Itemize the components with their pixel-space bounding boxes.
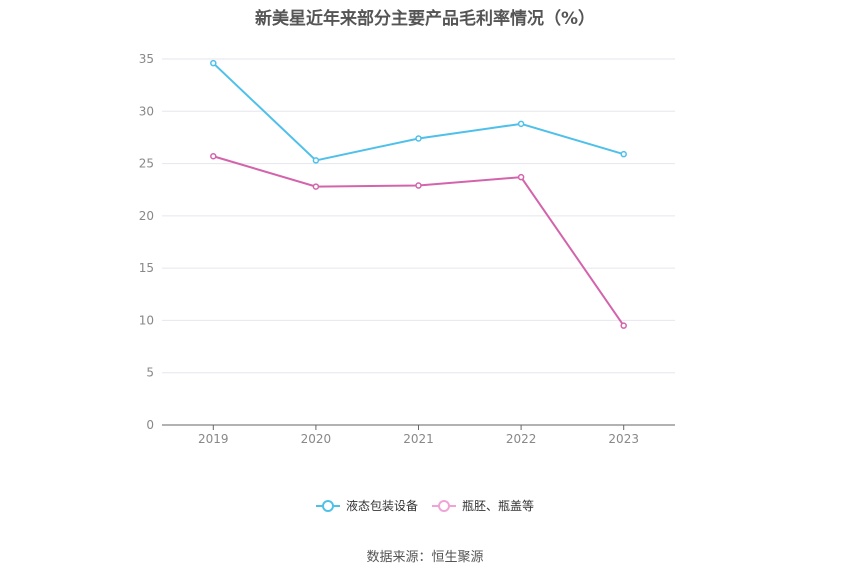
x-tick-label: 2021 bbox=[403, 432, 434, 446]
series-line-0 bbox=[212, 62, 624, 162]
y-tick-label: 5 bbox=[146, 366, 154, 380]
legend-label: 液态包装设备 bbox=[345, 499, 418, 513]
x-tick-label: 2020 bbox=[301, 432, 332, 446]
chart-title: 新美星近年来部分主要产品毛利率情况（%） bbox=[254, 9, 596, 29]
y-tick-label: 30 bbox=[139, 104, 154, 118]
legend: 液态包装设备 瓶胚、瓶盖等 bbox=[0, 497, 850, 514]
y-tick-label: 20 bbox=[139, 209, 154, 223]
data-point[interactable] bbox=[620, 322, 627, 329]
data-point[interactable] bbox=[312, 157, 320, 164]
legend-item-preforms-caps[interactable]: 瓶胚、瓶盖等 bbox=[432, 497, 534, 514]
data-point[interactable] bbox=[415, 135, 422, 142]
series-lines bbox=[210, 59, 627, 329]
y-tick-label: 0 bbox=[146, 418, 154, 432]
data-point[interactable] bbox=[210, 153, 217, 160]
series-line-1 bbox=[213, 155, 625, 327]
legend-label: 瓶胚、瓶盖等 bbox=[462, 499, 535, 513]
x-tick-label: 2023 bbox=[608, 432, 639, 446]
y-tick-label: 35 bbox=[139, 52, 154, 66]
data-point[interactable] bbox=[312, 183, 320, 190]
legend-item-liquid-packaging[interactable]: 液态包装设备 bbox=[315, 497, 418, 514]
x-tick-label: 2022 bbox=[506, 432, 537, 446]
y-tick-label: 10 bbox=[139, 313, 154, 327]
y-tick-label: 25 bbox=[139, 157, 154, 171]
data-point[interactable] bbox=[415, 182, 422, 189]
legend-marker-icon bbox=[315, 499, 340, 512]
data-source: 数据来源：恒生聚源 bbox=[366, 550, 484, 565]
x-axis: 2019 2020 2021 2022 2023 bbox=[162, 424, 675, 446]
data-point[interactable] bbox=[210, 59, 217, 67]
y-axis-ticks: 0 5 10 15 20 25 30 35 bbox=[139, 52, 154, 432]
data-point[interactable] bbox=[620, 150, 627, 158]
legend-marker-icon bbox=[432, 499, 456, 512]
data-point[interactable] bbox=[517, 173, 525, 181]
data-point[interactable] bbox=[517, 120, 525, 128]
y-tick-label: 15 bbox=[139, 261, 154, 275]
line-chart: 0 5 10 15 20 25 30 35 2019 2020 2021 2022 2023 bbox=[139, 52, 675, 446]
grid-lines bbox=[162, 58, 675, 374]
x-tick-label: 2019 bbox=[198, 432, 229, 446]
